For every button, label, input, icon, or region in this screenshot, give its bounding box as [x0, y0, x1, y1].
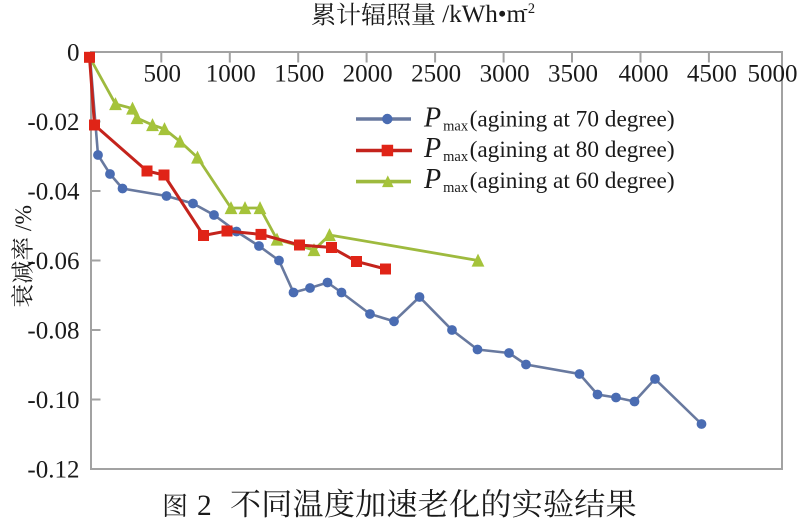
- svg-text:1500: 1500: [274, 61, 324, 88]
- svg-text:3500: 3500: [548, 61, 598, 88]
- svg-text:3000: 3000: [480, 61, 530, 88]
- svg-text:-0.12: -0.12: [27, 457, 79, 484]
- svg-text:4500: 4500: [687, 61, 737, 88]
- svg-text:5000: 5000: [748, 61, 798, 88]
- svg-text:-0.02: -0.02: [27, 109, 79, 136]
- svg-text:1000: 1000: [206, 61, 256, 88]
- svg-text:0: 0: [67, 40, 80, 67]
- svg-text:-0.06: -0.06: [27, 248, 79, 275]
- svg-text:-0.04: -0.04: [27, 179, 80, 206]
- svg-text:2000: 2000: [343, 61, 393, 88]
- svg-text:-0.10: -0.10: [27, 387, 79, 414]
- svg-text:2500: 2500: [411, 61, 461, 88]
- svg-text:-0.08: -0.08: [27, 318, 79, 345]
- svg-text:4000: 4000: [619, 61, 669, 88]
- svg-text:500: 500: [144, 61, 182, 88]
